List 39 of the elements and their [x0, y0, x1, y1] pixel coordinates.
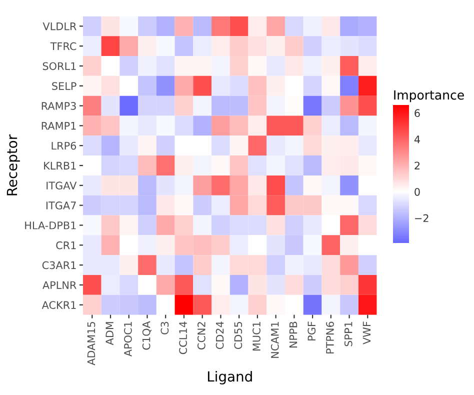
x-tick-label: C1QA	[142, 321, 152, 350]
color-bar-label: 0	[414, 188, 420, 196]
y-tick-label: KLRB1	[44, 162, 76, 170]
y-tick-label: APLNR	[42, 281, 76, 289]
x-tick-label: PTPN6	[326, 322, 334, 354]
x-tick-label: C3	[160, 322, 169, 334]
color-bar-label: 4	[414, 136, 420, 144]
y-tick-label: RAMP1	[42, 122, 76, 130]
y-tick-label: HLA-DPB1	[25, 222, 76, 230]
x-tick-label: VWF	[362, 322, 371, 344]
x-tick-label: ADM	[106, 322, 114, 346]
x-tick-label: PGF	[308, 322, 316, 340]
y-tick-label: VLDLR	[42, 22, 76, 30]
x-tick-label: APOC1	[124, 322, 132, 356]
color-bar-label: 6	[414, 109, 420, 118]
y-tick-label: SELP	[52, 82, 76, 90]
x-tick-label: ADAM15	[87, 322, 96, 366]
y-axis-title: Receptor	[6, 134, 20, 196]
x-tick-label: CCN2	[197, 322, 206, 350]
color-bar-label: −2	[415, 214, 428, 222]
x-tick-label: MUC1	[252, 322, 260, 351]
y-tick-label: LRP6	[52, 142, 76, 150]
y-tick-label: ITGA7	[46, 202, 76, 210]
y-tick-label: RAMP3	[42, 102, 76, 110]
x-tick-label: NPPB	[289, 322, 298, 348]
y-tick-label: C3AR1	[42, 261, 76, 270]
color-bar-label: 2	[414, 162, 420, 170]
y-tick-label: TFRC	[50, 42, 76, 50]
y-tick-label: SORL1	[42, 62, 76, 70]
y-tick-label: CR1	[56, 241, 76, 250]
x-axis-title: Ligand	[208, 370, 252, 384]
color-bar-title: Importance	[394, 90, 464, 102]
x-tick-label: CD55	[234, 322, 242, 350]
y-tick-label: ITGAV	[46, 182, 77, 190]
y-tick-label: ACKR1	[42, 301, 76, 309]
x-tick-label: NCAM1	[270, 322, 279, 358]
x-tick-label: SPP1	[344, 322, 352, 346]
x-tick-label: CD24	[216, 322, 224, 350]
x-tick-label: CCL14	[179, 322, 187, 354]
